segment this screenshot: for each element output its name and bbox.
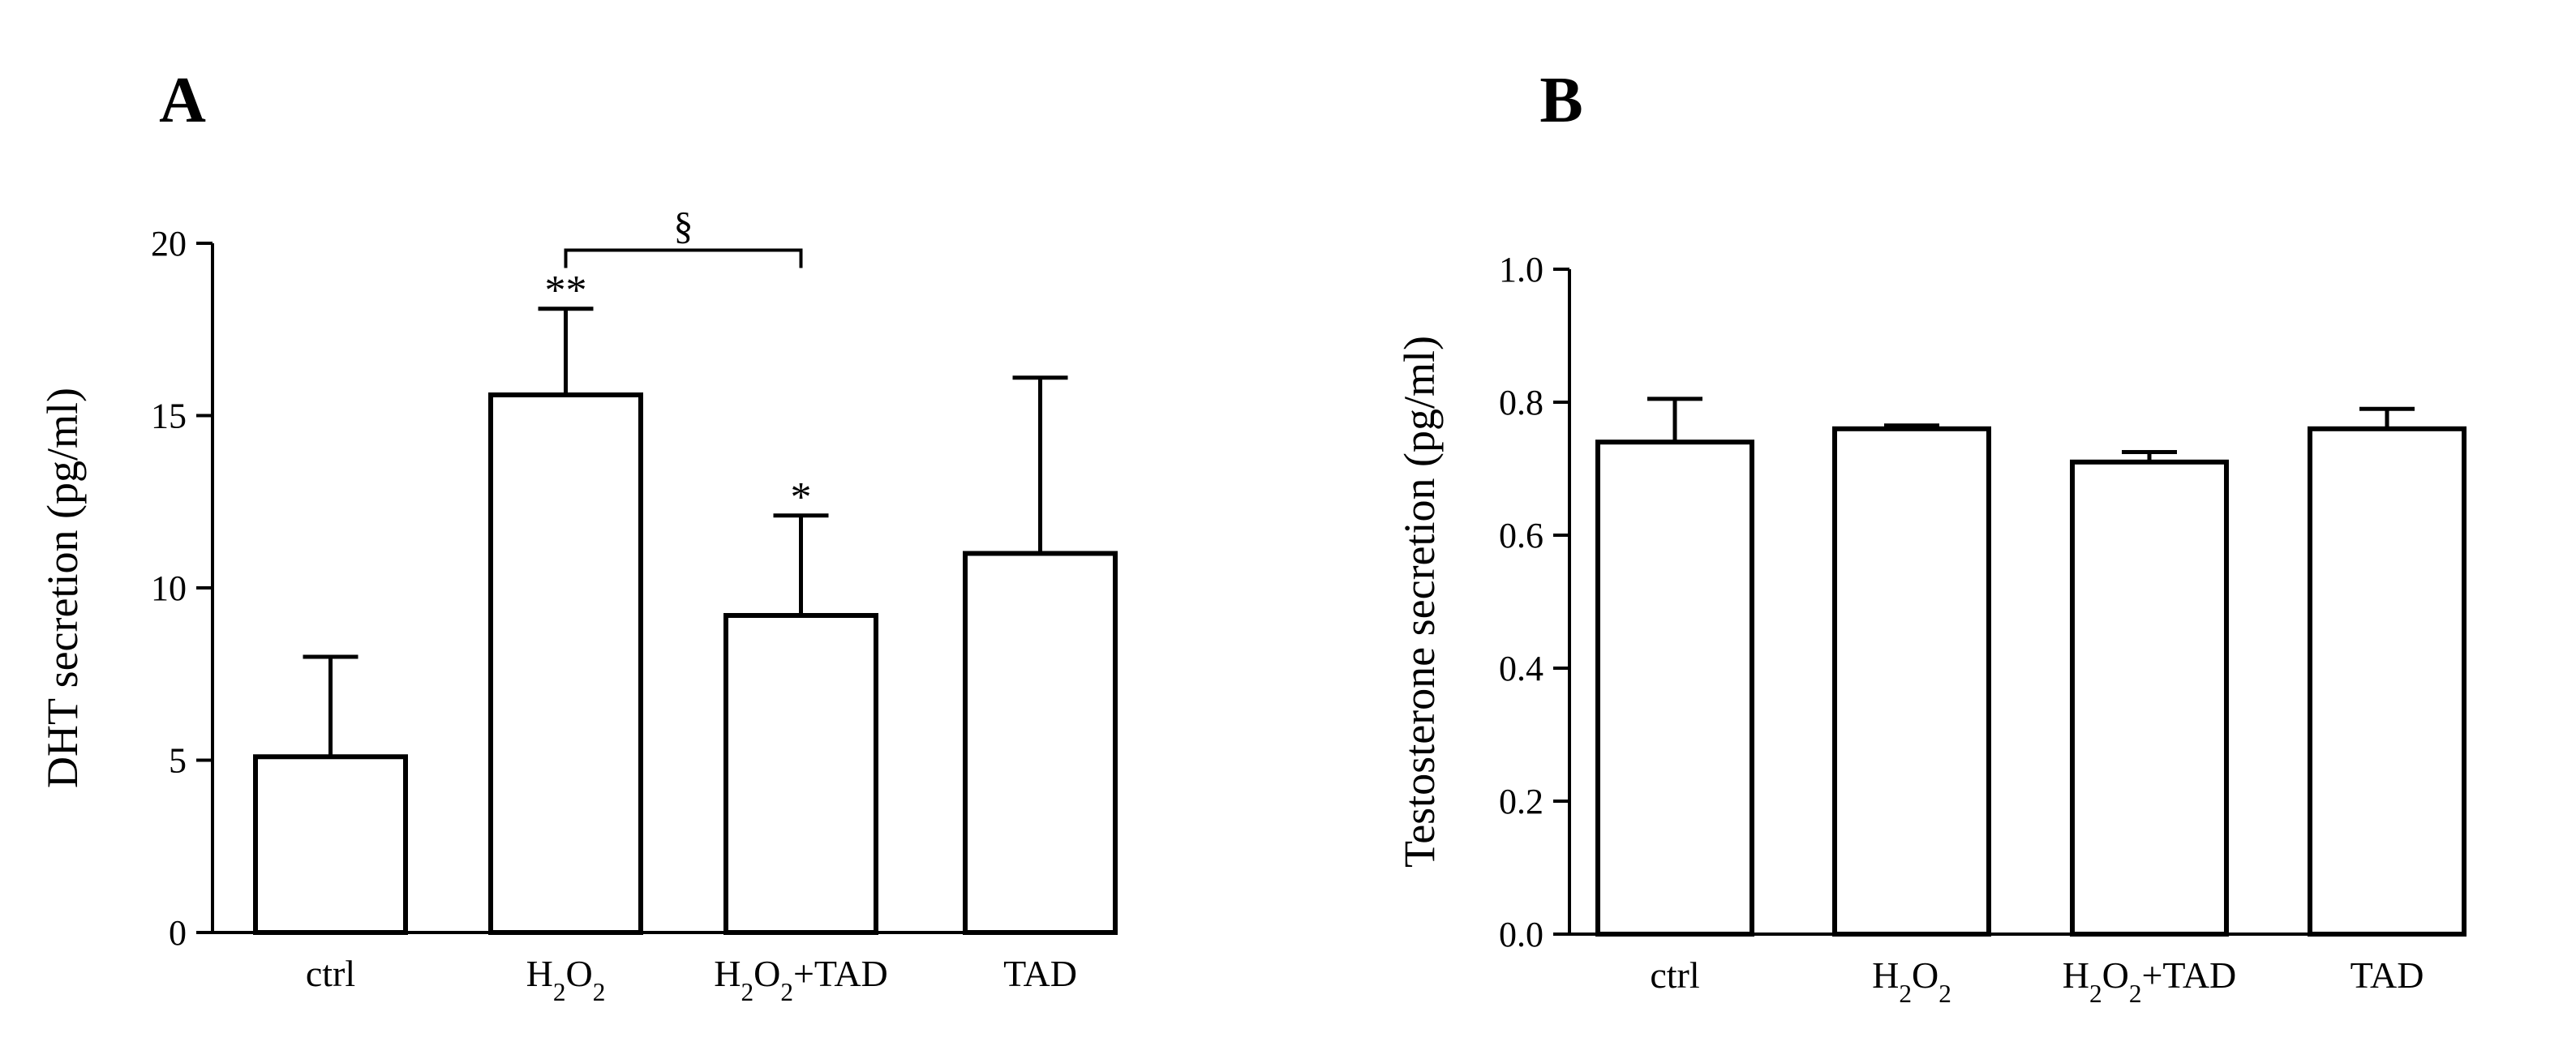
label-part: O bbox=[1912, 954, 1938, 996]
bar bbox=[723, 613, 878, 935]
y-axis-title: DHT secretion (pg/ml) bbox=[38, 388, 87, 788]
x-tick-label: TAD bbox=[2351, 954, 2424, 996]
label-part: +TAD bbox=[2141, 954, 2236, 996]
significance-marker: * bbox=[791, 474, 812, 521]
comparison-bracket-label: § bbox=[674, 205, 693, 248]
label-part: TAD bbox=[2351, 954, 2424, 996]
bar bbox=[253, 754, 408, 935]
x-tick-label: H2O2 bbox=[526, 953, 606, 1006]
label-part: +TAD bbox=[793, 953, 888, 994]
label-subscript: 2 bbox=[593, 978, 606, 1006]
significance-marker: ** bbox=[545, 268, 587, 314]
y-tick-label: 0 bbox=[169, 913, 187, 953]
x-tick-label: H2O2 bbox=[1872, 954, 1951, 1008]
panel-b-testosterone-chart: B 0.0 0.2 0.4 0.6 0.8 1.0 Testosterone secretio… bbox=[1395, 65, 2467, 1008]
label-part: H bbox=[2063, 954, 2089, 996]
x-tick-label: ctrl bbox=[1650, 954, 1699, 996]
y-tick-label: 20 bbox=[151, 224, 187, 264]
label-part: O bbox=[2102, 954, 2129, 996]
y-tick-label: 1.0 bbox=[1499, 250, 1543, 289]
bar bbox=[1595, 439, 1754, 937]
label-part: O bbox=[566, 953, 593, 994]
label-part: ctrl bbox=[306, 953, 355, 994]
label-part: TAD bbox=[1003, 953, 1077, 994]
label-part: H bbox=[714, 953, 741, 994]
label-part: H bbox=[1872, 954, 1899, 996]
x-tick-label: H2O2+TAD bbox=[714, 953, 888, 1006]
x-tick-label: ctrl bbox=[306, 953, 355, 994]
bar bbox=[963, 551, 1118, 935]
bar bbox=[1832, 426, 1991, 937]
comparison-bracket bbox=[564, 248, 803, 268]
y-tick-label: 0.2 bbox=[1499, 782, 1543, 821]
y-tick-label: 10 bbox=[151, 568, 187, 608]
y-tick-label: 0.8 bbox=[1499, 383, 1543, 422]
bar bbox=[2070, 459, 2229, 937]
label-part: O bbox=[753, 953, 780, 994]
label-part: ctrl bbox=[1650, 954, 1699, 996]
y-tick-label: 0.4 bbox=[1499, 649, 1543, 688]
label-subscript: 2 bbox=[553, 978, 566, 1006]
x-tick-label: TAD bbox=[1003, 953, 1077, 994]
y-tick-label: 15 bbox=[151, 397, 187, 436]
y-tick-label: 5 bbox=[169, 741, 187, 781]
y-axis-title: Testosterone secretion (pg/ml) bbox=[1395, 336, 1444, 868]
y-tick-label: 0.6 bbox=[1499, 516, 1543, 555]
label-subscript: 2 bbox=[741, 978, 753, 1006]
panel-label: B bbox=[1539, 65, 1582, 136]
bar bbox=[2308, 426, 2467, 937]
x-tick-label: H2O2+TAD bbox=[2063, 954, 2237, 1008]
label-subscript: 2 bbox=[2129, 980, 2142, 1008]
label-part: H bbox=[526, 953, 553, 994]
bar bbox=[488, 392, 643, 935]
label-subscript: 2 bbox=[2089, 980, 2102, 1008]
label-subscript: 2 bbox=[1899, 980, 1912, 1008]
label-subscript: 2 bbox=[780, 978, 793, 1006]
y-tick-label: 0.0 bbox=[1499, 915, 1543, 954]
panel-label: A bbox=[159, 65, 206, 136]
label-subscript: 2 bbox=[1938, 980, 1951, 1008]
